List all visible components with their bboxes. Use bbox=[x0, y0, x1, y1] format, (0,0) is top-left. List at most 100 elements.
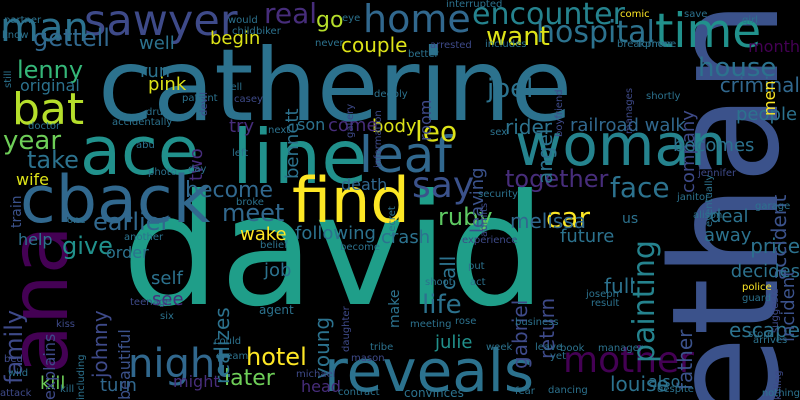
word-face: face bbox=[610, 171, 670, 204]
word-death: death bbox=[341, 175, 388, 194]
word-body: body bbox=[372, 116, 417, 137]
word-julie: julie bbox=[435, 332, 473, 353]
word-line: line bbox=[232, 113, 368, 201]
word-one: one bbox=[67, 215, 86, 226]
word-despite: despite bbox=[657, 384, 694, 395]
word-yet: yet bbox=[550, 351, 566, 362]
word-police: police bbox=[742, 282, 772, 293]
word-wife: wife bbox=[16, 170, 50, 189]
word-johnny: johnny bbox=[88, 310, 112, 378]
word-lenny: lenny bbox=[17, 56, 84, 84]
word-turn: turn bbox=[100, 375, 137, 396]
word-rose: rose bbox=[455, 316, 477, 327]
word-would: would bbox=[228, 15, 258, 26]
word-eventually: eventually bbox=[704, 174, 715, 227]
word-day: day bbox=[188, 164, 207, 175]
word-woman: woman bbox=[515, 111, 727, 179]
word-photo: photo bbox=[148, 167, 177, 178]
word-life: life bbox=[422, 290, 462, 320]
word-phone: phone bbox=[645, 39, 677, 50]
word-tribe: tribe bbox=[370, 342, 394, 353]
word-suggests: suggests bbox=[770, 288, 781, 333]
word-could: could bbox=[214, 336, 242, 347]
word-find: find bbox=[292, 164, 410, 237]
word-next: next bbox=[268, 125, 291, 136]
word-louise: louise bbox=[610, 372, 669, 396]
word-beautiful: beautiful bbox=[115, 329, 134, 400]
word-following: following bbox=[295, 223, 376, 244]
word-come: come bbox=[328, 115, 378, 136]
word-janitor: janitor bbox=[677, 192, 710, 203]
word-night: night bbox=[128, 341, 231, 387]
word-rider: rider bbox=[505, 115, 553, 139]
word-child: child bbox=[232, 26, 256, 37]
word-wild: wild bbox=[8, 368, 29, 379]
word-never: never bbox=[315, 38, 344, 49]
word-explains: explains bbox=[40, 333, 59, 400]
word-six: six bbox=[160, 311, 174, 322]
word-year: year bbox=[3, 126, 62, 156]
word-crash: crash bbox=[381, 227, 431, 248]
word-book: book bbox=[560, 343, 585, 354]
word-also: also bbox=[648, 372, 681, 391]
word-garage: garage bbox=[755, 201, 791, 212]
word-joel: joel bbox=[487, 74, 534, 104]
word-admits: admits bbox=[479, 202, 490, 237]
word-manages: manages bbox=[624, 87, 635, 134]
word-reveals: reveals bbox=[324, 337, 535, 400]
word-shoot: shoot bbox=[425, 277, 453, 288]
word-agent: agent bbox=[259, 303, 294, 317]
word-try: try bbox=[229, 116, 255, 137]
word-order: order bbox=[106, 243, 149, 262]
word-hotel: hotel bbox=[246, 343, 307, 371]
word-people: people bbox=[736, 104, 798, 125]
word-daughter: daughter bbox=[341, 306, 352, 352]
word-meeting: meeting bbox=[410, 319, 452, 330]
word-experience: experience bbox=[462, 235, 518, 246]
word-cell: cell bbox=[225, 82, 243, 93]
word-act: act bbox=[470, 277, 486, 288]
word-meet: meet bbox=[222, 199, 285, 227]
word-biker: biker bbox=[256, 26, 281, 37]
word-deeply: deeply bbox=[374, 89, 408, 100]
word-earlier: earlier bbox=[93, 208, 171, 236]
word-want: want bbox=[486, 22, 550, 52]
word-self: self bbox=[151, 268, 183, 289]
word-jennifer: jennifer bbox=[698, 168, 737, 179]
word-encounter: encounter bbox=[472, 0, 625, 32]
word-joseph: joseph bbox=[586, 289, 619, 300]
word-gallery: gallery bbox=[345, 103, 356, 138]
word-gabriel: gabriel bbox=[508, 299, 532, 369]
word-son: son bbox=[297, 115, 326, 134]
word-result: result bbox=[591, 298, 620, 309]
word-left: left bbox=[232, 148, 249, 159]
word-become: become bbox=[340, 242, 381, 253]
word-business: business bbox=[515, 317, 559, 328]
word-store: store bbox=[748, 329, 774, 340]
word-patient: patient bbox=[182, 93, 218, 104]
word-kill: kill bbox=[60, 384, 75, 395]
word-wake: wake bbox=[240, 224, 287, 245]
word-girl: girl bbox=[742, 15, 759, 26]
word-sex: sex bbox=[490, 127, 508, 138]
word-say: say bbox=[412, 165, 475, 206]
word-make: make bbox=[387, 289, 403, 328]
word-escape: escape bbox=[729, 318, 800, 342]
word-bed: bed bbox=[4, 354, 23, 365]
word-ruby: ruby bbox=[438, 203, 493, 231]
word-bat: bat bbox=[12, 84, 85, 135]
word-alison: alison bbox=[693, 210, 723, 221]
word-sawyer: sawyer bbox=[84, 0, 238, 46]
word-kiss: kiss bbox=[56, 319, 75, 330]
word-bennett: bennett bbox=[282, 108, 303, 179]
word-leaf: leaf bbox=[359, 126, 452, 184]
word-week: week bbox=[486, 342, 513, 353]
word-former: former bbox=[638, 39, 672, 50]
word-mason: mason bbox=[351, 353, 385, 364]
word-devil: devil bbox=[199, 92, 210, 116]
word-eye: eye bbox=[342, 13, 361, 24]
word-man: man bbox=[0, 5, 89, 51]
word-catherine: catherine bbox=[98, 27, 573, 144]
word-fear: fear bbox=[515, 386, 535, 397]
word-month: month bbox=[748, 37, 800, 56]
